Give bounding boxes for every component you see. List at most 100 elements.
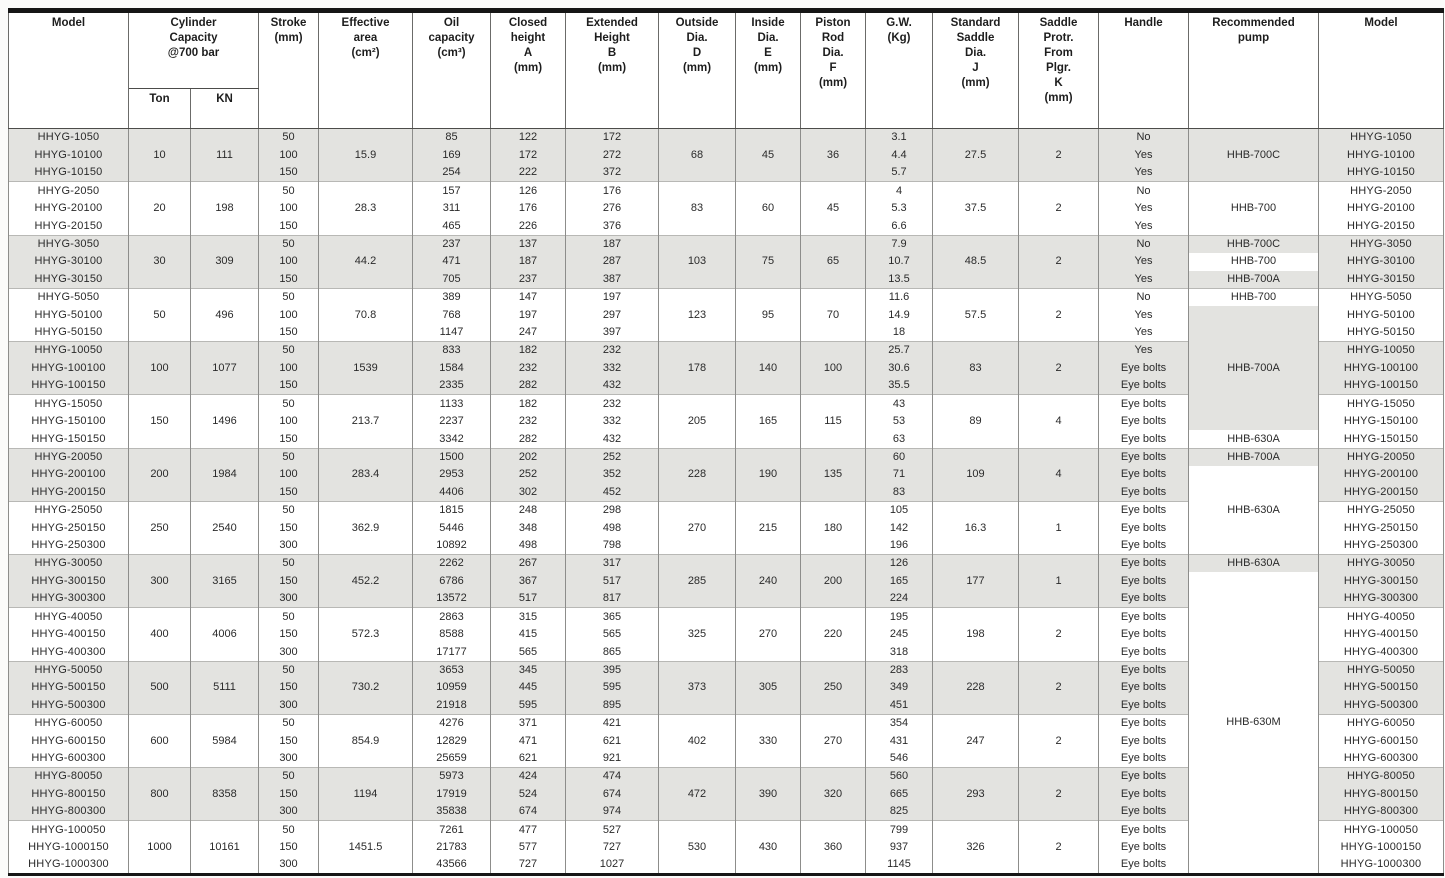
cell-model-left: HHYG-500150 xyxy=(8,678,129,697)
cell-handle: Eye bolts xyxy=(1098,767,1189,786)
cell-stroke: 100 xyxy=(258,412,319,431)
cell-model-right: HHYG-80050 xyxy=(1318,767,1444,786)
cell-handle: Yes xyxy=(1098,306,1189,324)
cell-oil-capacity: 237 xyxy=(412,234,491,253)
cell-closed-height-a: 517 xyxy=(490,590,566,608)
cell-closed-height-a: 232 xyxy=(490,412,566,431)
cell-model-right: HHYG-20100 xyxy=(1318,199,1444,218)
cell-ton: 10 xyxy=(128,127,191,182)
cell-handle: Eye bolts xyxy=(1098,838,1189,857)
cell-model-right: HHYG-600150 xyxy=(1318,732,1444,750)
cell-oil-capacity: 705 xyxy=(412,270,491,289)
table-row: HHYG-15050 150 1496 50 213.7 1133 182 232 205 165… xyxy=(8,394,1444,448)
cell-extended-height-b: 332 xyxy=(565,359,659,377)
cell-gw: 560 xyxy=(865,767,933,786)
cell-closed-height-a: 727 xyxy=(490,856,566,874)
cell-oil-capacity: 1500 xyxy=(412,447,491,466)
cell-inside-dia-e: 330 xyxy=(735,713,801,768)
cell-model-right: HHYG-300300 xyxy=(1318,590,1444,608)
header-model-left: Model xyxy=(8,10,129,129)
cell-saddle-protr-k: 1 xyxy=(1018,500,1099,555)
cell-handle: Yes xyxy=(1098,323,1189,342)
cell-model-right: HHYG-400300 xyxy=(1318,643,1444,661)
cell-extended-height-b: 287 xyxy=(565,252,659,271)
cell-oil-capacity: 157 xyxy=(412,181,491,200)
table-row: HHYG-100050 1000 10161 50 1451.5 7261 477 527 53… xyxy=(8,820,1444,874)
cell-model-right: HHYG-300150 xyxy=(1318,572,1444,590)
cell-oil-capacity: 10892 xyxy=(412,536,491,555)
cell-model-left: HHYG-600300 xyxy=(8,749,129,768)
cell-model-right: HHYG-800300 xyxy=(1318,803,1444,821)
header-row-sub: Ton KN xyxy=(9,88,1444,129)
cell-closed-height-a: 202 xyxy=(490,447,566,466)
cell-saddle-dia-j: 83 xyxy=(932,340,1019,395)
cell-model-right: HHYG-150150 xyxy=(1318,430,1444,448)
table-row: HHYG-5050 50 496 50 70.8 389 147 197 123 95 70 11.6… xyxy=(8,287,1444,342)
cell-closed-height-a: 222 xyxy=(490,164,566,182)
cell-stroke: 50 xyxy=(258,820,319,839)
cell-outside-dia-d: 178 xyxy=(658,340,736,395)
cell-outside-dia-d: 228 xyxy=(658,447,736,502)
cell-model-right: HHYG-30100 xyxy=(1318,252,1444,271)
table-row: HHYG-200150 150 4406 302 452 83 Eye bolts HHYG-… xyxy=(8,483,1444,502)
header-inside-dia: Inside Dia. E (mm) xyxy=(735,10,801,129)
cell-saddle-protr-k: 2 xyxy=(1018,660,1099,715)
cell-saddle-dia-j: 57.5 xyxy=(932,287,1019,342)
cell-inside-dia-e: 140 xyxy=(735,340,801,395)
cell-extended-height-b: 232 xyxy=(565,394,659,413)
cell-handle: Eye bolts xyxy=(1098,483,1189,502)
cell-extended-height-b: 452 xyxy=(565,483,659,502)
table-row: HHYG-150150 150 3342 282 432 63 Eye bolts HHB-6… xyxy=(8,430,1444,448)
cell-gw: 5.3 xyxy=(865,199,933,218)
cell-outside-dia-d: 285 xyxy=(658,553,736,608)
cell-closed-height-a: 147 xyxy=(490,287,566,306)
cell-handle: Eye bolts xyxy=(1098,394,1189,413)
cell-inside-dia-e: 45 xyxy=(735,127,801,182)
cell-oil-capacity: 254 xyxy=(412,164,491,182)
cell-closed-height-a: 182 xyxy=(490,341,566,360)
cell-stroke: 50 xyxy=(258,234,319,253)
cell-handle: No xyxy=(1098,181,1189,200)
cell-model-left: HHYG-40050 xyxy=(8,607,129,626)
cell-gw: 30.6 xyxy=(865,359,933,377)
cell-effective-area: 213.7 xyxy=(318,394,413,448)
cell-extended-height-b: 397 xyxy=(565,323,659,342)
cell-oil-capacity: 17177 xyxy=(412,643,491,661)
cell-handle: Eye bolts xyxy=(1098,536,1189,555)
cell-stroke: 300 xyxy=(258,590,319,608)
cell-handle: Eye bolts xyxy=(1098,625,1189,644)
table-header: Model Cylinder Capacity @700 bar Stroke … xyxy=(8,10,1444,129)
cell-handle: Eye bolts xyxy=(1098,660,1189,679)
cell-gw: 43 xyxy=(865,394,933,413)
cell-model-left: HHYG-100050 xyxy=(8,820,129,839)
cell-closed-height-a: 577 xyxy=(490,838,566,857)
cell-handle: Eye bolts xyxy=(1098,678,1189,697)
cell-handle: Yes xyxy=(1098,164,1189,182)
cell-ton: 600 xyxy=(128,713,191,768)
cell-stroke: 50 xyxy=(258,394,319,413)
cell-gw: 53 xyxy=(865,412,933,431)
cell-piston-rod-f: 70 xyxy=(800,287,866,342)
cell-kn: 111 xyxy=(190,127,259,182)
cell-kn: 8358 xyxy=(190,766,259,821)
cell-effective-area: 572.3 xyxy=(318,607,413,661)
cell-extended-height-b: 372 xyxy=(565,164,659,182)
cell-recommended-pump: HHB-700 xyxy=(1188,287,1319,306)
header-closed-height: Closed height A (mm) xyxy=(490,10,566,129)
cell-saddle-dia-j: 37.5 xyxy=(932,181,1019,235)
cell-oil-capacity: 35838 xyxy=(412,803,491,821)
header-kn: KN xyxy=(190,88,259,129)
cell-model-right: HHYG-60050 xyxy=(1318,713,1444,732)
cell-oil-capacity: 169 xyxy=(412,146,491,164)
cell-model-left: HHYG-20100 xyxy=(8,199,129,218)
cell-outside-dia-d: 530 xyxy=(658,820,736,874)
cell-handle: Eye bolts xyxy=(1098,820,1189,839)
cell-model-right: HHYG-500150 xyxy=(1318,678,1444,697)
cell-oil-capacity: 10959 xyxy=(412,678,491,697)
cell-handle: Eye bolts xyxy=(1098,554,1189,573)
cell-outside-dia-d: 83 xyxy=(658,181,736,235)
cell-model-right: HHYG-800150 xyxy=(1318,785,1444,803)
cell-extended-height-b: 727 xyxy=(565,838,659,857)
cell-stroke: 150 xyxy=(258,377,319,395)
cell-saddle-protr-k: 2 xyxy=(1018,607,1099,661)
